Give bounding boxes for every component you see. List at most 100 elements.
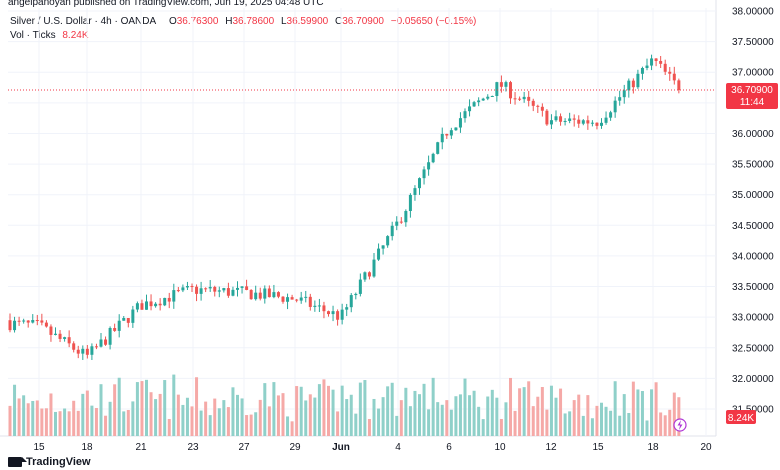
candle-body[interactable] (322, 305, 326, 312)
candle-body[interactable] (190, 286, 194, 288)
candle-body[interactable] (90, 346, 94, 355)
candle-body[interactable] (609, 112, 613, 118)
candle-body[interactable] (67, 337, 71, 344)
candle-body[interactable] (618, 97, 622, 101)
candle-body[interactable] (290, 297, 294, 300)
candle-body[interactable] (340, 309, 344, 320)
candle-body[interactable] (404, 210, 408, 223)
candle-body[interactable] (481, 98, 485, 101)
candle-body[interactable] (195, 286, 199, 294)
candle-body[interactable] (572, 118, 576, 120)
candle-body[interactable] (527, 96, 531, 101)
candle-body[interactable] (627, 80, 631, 91)
candle-body[interactable] (76, 349, 80, 354)
candle-body[interactable] (44, 322, 48, 327)
tradingview-logo[interactable]: TradingView (8, 456, 91, 468)
candle-body[interactable] (381, 245, 385, 249)
candle-body[interactable] (199, 288, 203, 294)
candle-body[interactable] (463, 111, 467, 119)
candle-body[interactable] (135, 303, 139, 310)
candle-body[interactable] (395, 221, 399, 226)
candle-body[interactable] (640, 68, 644, 74)
candle-body[interactable] (217, 290, 221, 292)
candle-body[interactable] (58, 333, 62, 339)
candle-body[interactable] (172, 290, 176, 302)
candle-body[interactable] (163, 297, 167, 306)
candle-body[interactable] (236, 287, 239, 290)
candle-body[interactable] (495, 82, 499, 96)
candle-body[interactable] (622, 90, 626, 98)
candle-body[interactable] (663, 63, 667, 72)
candle-body[interactable] (604, 117, 608, 123)
candle-body[interactable] (295, 299, 299, 301)
candle-body[interactable] (72, 343, 76, 350)
candle-body[interactable] (122, 318, 126, 321)
candle-body[interactable] (104, 339, 108, 345)
candle-body[interactable] (668, 71, 672, 74)
candle-body[interactable] (176, 290, 180, 292)
candle-body[interactable] (299, 297, 303, 301)
candle-body[interactable] (22, 320, 26, 322)
candle-body[interactable] (458, 118, 462, 128)
candle-body[interactable] (650, 58, 654, 66)
candle-body[interactable] (94, 346, 98, 348)
candle-body[interactable] (522, 96, 526, 100)
candle-body[interactable] (509, 82, 512, 99)
candle-body[interactable] (327, 311, 330, 315)
candle-body[interactable] (468, 106, 472, 112)
candle-body[interactable] (17, 320, 21, 322)
candle-body[interactable] (354, 293, 358, 296)
candle-body[interactable] (145, 301, 148, 310)
candle-body[interactable] (213, 286, 217, 292)
candle-body[interactable] (154, 303, 158, 307)
candle-body[interactable] (568, 118, 572, 121)
candle-body[interactable] (581, 120, 585, 124)
symbol-title[interactable]: Silver / U.S. Dollar · 4h · OANDA (10, 16, 157, 27)
candle-body[interactable] (181, 287, 185, 291)
candle-body[interactable] (449, 130, 453, 136)
candle-body[interactable] (559, 116, 563, 122)
candle-body[interactable] (377, 248, 381, 260)
candle-body[interactable] (672, 73, 676, 81)
candle-body[interactable] (317, 305, 321, 307)
candle-body[interactable] (258, 292, 262, 299)
candle-body[interactable] (126, 318, 130, 323)
candle-body[interactable] (81, 348, 85, 354)
candle-body[interactable] (477, 100, 481, 103)
candle-body[interactable] (472, 102, 476, 107)
candle-body[interactable] (518, 98, 522, 100)
candle-body[interactable] (263, 288, 267, 299)
candle-body[interactable] (286, 297, 290, 302)
candle-body[interactable] (313, 305, 317, 307)
candle-body[interactable] (586, 120, 590, 124)
candle-body[interactable] (231, 289, 235, 296)
candle-body[interactable] (272, 292, 276, 298)
candle-body[interactable] (654, 58, 658, 61)
candle-body[interactable] (631, 80, 635, 88)
candle-body[interactable] (531, 100, 535, 106)
candle-body[interactable] (486, 96, 490, 99)
candle-body[interactable] (399, 221, 403, 223)
candle-body[interactable] (454, 127, 458, 131)
candle-body[interactable] (226, 288, 230, 296)
candle-body[interactable] (249, 289, 253, 300)
candle-body[interactable] (131, 309, 135, 323)
candle-body[interactable] (413, 188, 417, 195)
candle-body[interactable] (372, 259, 376, 277)
candle-body[interactable] (167, 297, 171, 302)
candle-body[interactable] (613, 100, 617, 113)
last-price-badge[interactable] (726, 83, 778, 110)
candle-body[interactable] (590, 122, 594, 124)
candle-body[interactable] (8, 320, 12, 331)
candle-body[interactable] (440, 133, 444, 143)
candle-body[interactable] (267, 288, 271, 298)
candle-body[interactable] (108, 328, 112, 345)
candle-body[interactable] (85, 348, 89, 355)
candle-body[interactable] (659, 60, 663, 64)
candle-body[interactable] (431, 153, 435, 163)
candle-body[interactable] (563, 120, 567, 122)
candle-body[interactable] (281, 296, 285, 302)
candle-body[interactable] (149, 301, 153, 307)
candle-body[interactable] (54, 333, 57, 335)
